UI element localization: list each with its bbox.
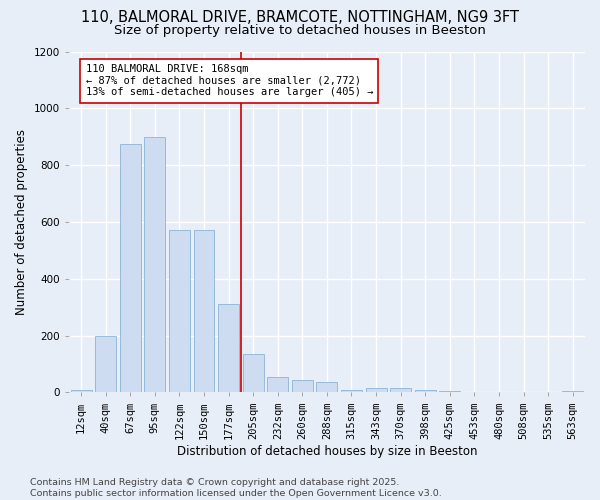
Bar: [95, 336, 116, 392]
Bar: [415, 390, 436, 392]
Text: Size of property relative to detached houses in Beeston: Size of property relative to detached ho…: [114, 24, 486, 37]
Bar: [562, 391, 583, 392]
Bar: [120, 144, 141, 392]
Bar: [71, 390, 92, 392]
Bar: [365, 388, 386, 392]
Bar: [194, 230, 214, 392]
Y-axis label: Number of detached properties: Number of detached properties: [15, 129, 28, 315]
Text: 110, BALMORAL DRIVE, BRAMCOTE, NOTTINGHAM, NG9 3FT: 110, BALMORAL DRIVE, BRAMCOTE, NOTTINGHA…: [81, 10, 519, 25]
Bar: [439, 391, 460, 392]
Bar: [341, 390, 362, 392]
X-axis label: Distribution of detached houses by size in Beeston: Distribution of detached houses by size …: [176, 444, 477, 458]
Bar: [145, 136, 166, 392]
Bar: [292, 380, 313, 392]
Bar: [316, 382, 337, 392]
Bar: [218, 304, 239, 392]
Bar: [390, 388, 411, 392]
Text: 110 BALMORAL DRIVE: 168sqm
← 87% of detached houses are smaller (2,772)
13% of s: 110 BALMORAL DRIVE: 168sqm ← 87% of deta…: [86, 64, 373, 98]
Bar: [243, 354, 263, 393]
Bar: [169, 230, 190, 392]
Text: Contains HM Land Registry data © Crown copyright and database right 2025.
Contai: Contains HM Land Registry data © Crown c…: [30, 478, 442, 498]
Bar: [268, 377, 288, 392]
